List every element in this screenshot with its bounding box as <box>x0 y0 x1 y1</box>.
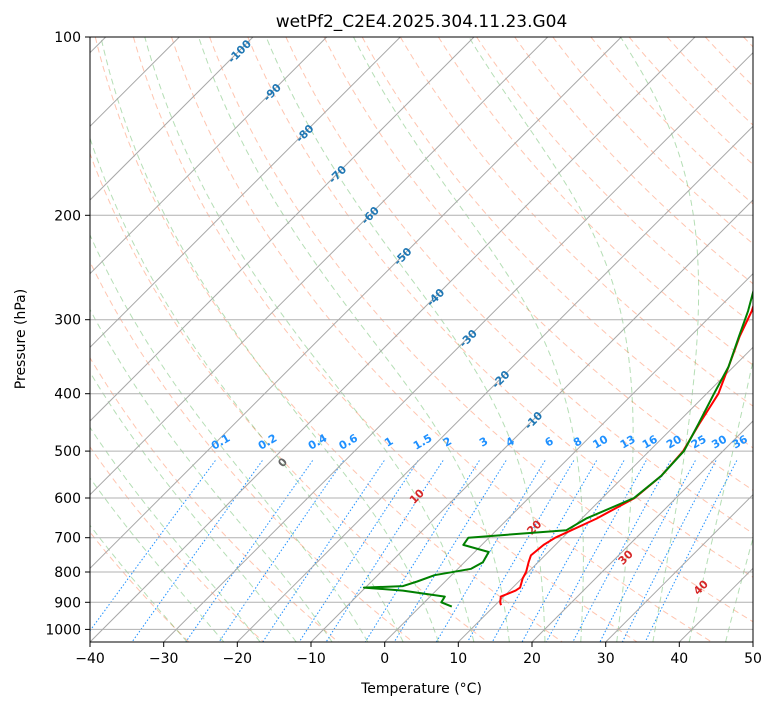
sounding-traces <box>362 288 753 608</box>
moist-adiabat-line <box>688 358 753 642</box>
y-tick-label: 600 <box>54 491 81 507</box>
mixing-ratio-line <box>435 460 546 642</box>
y-tick-label: 700 <box>54 531 81 547</box>
dry-adiabat-line <box>552 37 753 245</box>
moist-adiabat-line <box>100 37 439 642</box>
isotherm-gridline <box>90 37 254 201</box>
moist-adiabat-line <box>725 536 753 642</box>
isotherm-gridline <box>90 37 622 570</box>
y-tick-label: 900 <box>54 595 81 611</box>
y-tick-label: 100 <box>54 30 81 46</box>
moist-adiabat-line <box>90 308 333 642</box>
mixing-ratio-line <box>621 460 717 642</box>
dry-adiabat-line <box>90 260 414 642</box>
moist-adiabat-line <box>90 136 404 642</box>
moist-adiabat-line <box>144 37 475 642</box>
dry-adiabat-line <box>590 37 753 205</box>
mixing-ratio-line <box>364 460 480 642</box>
moist-adiabat-line <box>90 477 225 642</box>
isotherm-gridline <box>236 125 753 642</box>
x-tick-label: −40 <box>75 651 105 667</box>
mixing-ratio-line <box>644 460 738 642</box>
y-tick-label: 1000 <box>45 622 81 638</box>
plot-frame <box>89 36 754 643</box>
background-lines <box>90 37 753 642</box>
dry-adiabat-line <box>90 446 264 642</box>
isotherm-gridline <box>90 37 475 422</box>
x-tick-label: 30 <box>597 651 615 667</box>
isotherm-gridline <box>531 420 753 642</box>
x-tick-label: −20 <box>223 651 253 667</box>
mixing-ratio-line <box>90 460 216 632</box>
dry-adiabat-line <box>171 37 712 642</box>
dewpoint-trace <box>362 288 753 608</box>
y-axis-label: Pressure (hPa) <box>13 289 29 389</box>
chart-title: wetPf2_C2E4.2025.304.11.23.G04 <box>276 12 568 32</box>
y-tick-label: 200 <box>54 208 81 224</box>
mixing-ratio-line <box>325 460 444 642</box>
isotherm-gridline <box>163 51 753 642</box>
dry-adiabat-line <box>209 37 753 623</box>
y-tick-label: 400 <box>54 387 81 403</box>
temperature-trace <box>499 303 753 606</box>
mixing-ratio-line <box>467 460 575 642</box>
isotherm-gridline <box>457 346 753 642</box>
x-tick-label: 10 <box>449 651 467 667</box>
dry-adiabat-line <box>285 37 753 535</box>
dry-adiabat-line <box>90 152 488 642</box>
y-tick-label: 500 <box>54 444 81 460</box>
dry-adiabat-line <box>132 37 638 642</box>
mixing-ratio-line <box>131 460 263 642</box>
moist-adiabat-line <box>265 37 546 642</box>
dry-adiabat-line <box>94 37 563 642</box>
isotherm-gridline <box>90 37 328 275</box>
moist-adiabat-line <box>90 371 297 642</box>
x-tick-label: −30 <box>149 651 179 667</box>
dry-adiabat-line <box>90 356 339 642</box>
x-tick-label: 40 <box>670 651 688 667</box>
x-axis-label: Temperature (°C) <box>360 681 482 697</box>
moist-adiabat-line <box>90 524 188 642</box>
y-tick-label: 300 <box>54 313 81 329</box>
dry-adiabat-line <box>247 37 753 578</box>
isotherm-gridline <box>310 199 753 642</box>
isotherm-gridline <box>90 37 696 642</box>
moist-adiabat-line <box>90 426 261 642</box>
mixing-ratio-line <box>393 460 507 642</box>
x-tick-label: 20 <box>523 651 541 667</box>
dry-adiabat-line <box>399 37 753 407</box>
x-tick-label: 50 <box>744 651 762 667</box>
mixing-ratio-line <box>572 460 672 642</box>
isotherm-gridline <box>90 37 401 349</box>
moist-adiabat-line <box>90 233 369 642</box>
isotherm-gridline <box>384 272 753 642</box>
x-tick-label: 0 <box>380 651 389 667</box>
isotherm-gridline <box>605 493 753 642</box>
isotherm-gridline <box>90 37 549 496</box>
dry-adiabat-line <box>437 37 753 366</box>
mixing-ratio-line <box>491 460 598 642</box>
y-tick-label: 800 <box>54 565 81 581</box>
dry-adiabat-line <box>323 37 753 491</box>
moist-adiabat-line <box>353 37 584 642</box>
mixing-ratio-line <box>298 460 419 642</box>
x-tick-label: −10 <box>296 651 326 667</box>
moist-adiabat-line <box>620 37 700 642</box>
mixing-ratio-line <box>262 460 385 642</box>
axis-ticks: −40 −30 −20 −10 0 10 20 30 40 50 100 200 300 400 500 60… <box>45 30 762 667</box>
moist-adiabat-line <box>198 37 510 642</box>
